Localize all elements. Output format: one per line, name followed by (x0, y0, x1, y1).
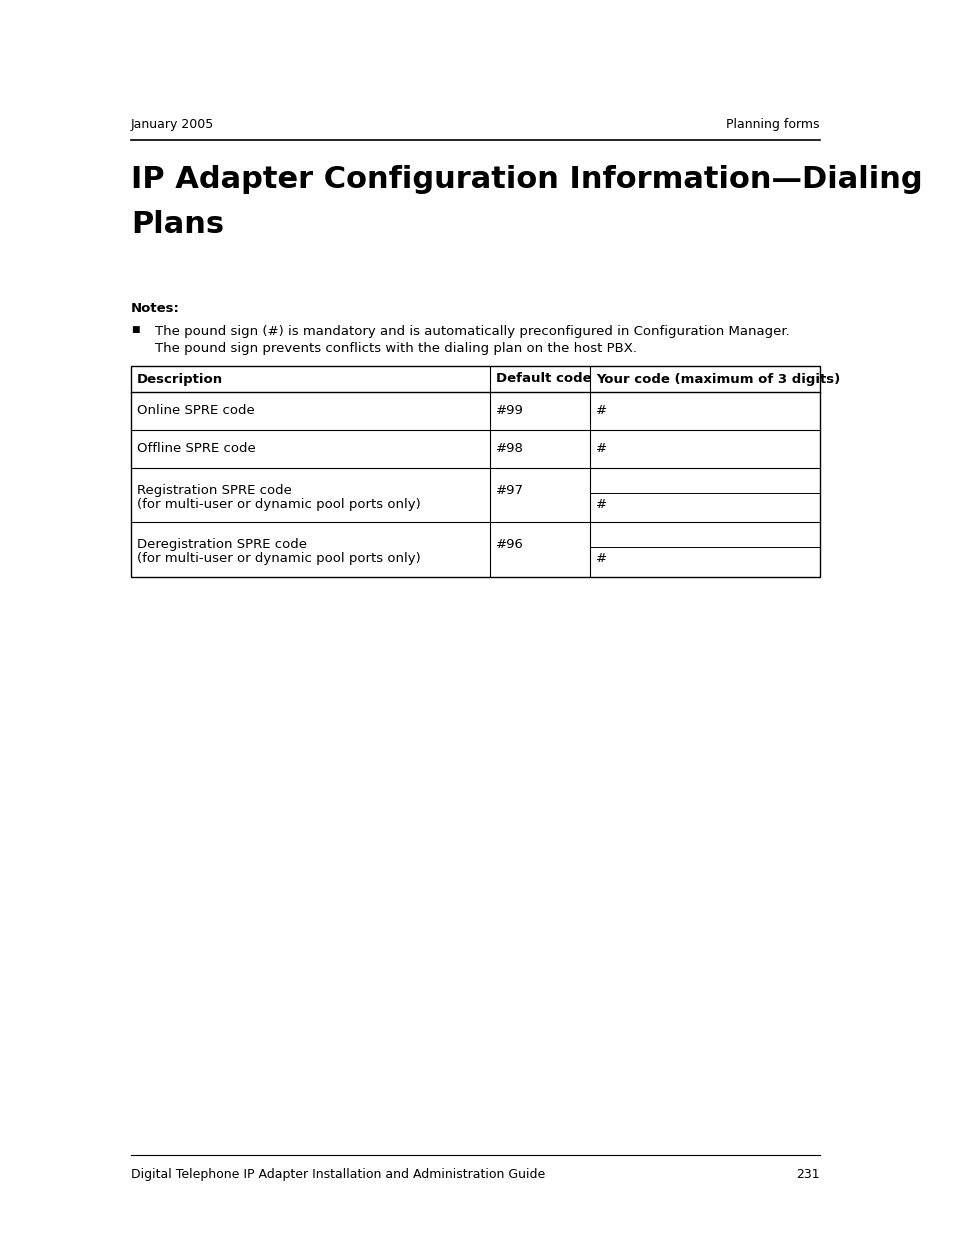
Text: #: # (596, 552, 606, 566)
Text: IP Adapter Configuration Information—Dialing: IP Adapter Configuration Information—Dia… (131, 165, 922, 194)
Text: Digital Telephone IP Adapter Installation and Administration Guide: Digital Telephone IP Adapter Installatio… (131, 1168, 545, 1181)
Text: The pound sign (#) is mandatory and is automatically preconfigured in Configurat: The pound sign (#) is mandatory and is a… (154, 325, 789, 338)
Text: January 2005: January 2005 (131, 119, 214, 131)
Text: #97: #97 (496, 484, 523, 496)
Text: Registration SPRE code: Registration SPRE code (137, 484, 292, 496)
Text: #98: #98 (496, 442, 523, 456)
Text: ■: ■ (131, 325, 139, 333)
Text: (for multi-user or dynamic pool ports only): (for multi-user or dynamic pool ports on… (137, 552, 420, 566)
Text: Planning forms: Planning forms (726, 119, 820, 131)
Text: #: # (596, 498, 606, 511)
Text: Offline SPRE code: Offline SPRE code (137, 442, 255, 456)
Text: Deregistration SPRE code: Deregistration SPRE code (137, 538, 307, 551)
Bar (131, 366, 820, 577)
Text: Default code: Default code (496, 373, 591, 385)
Text: #: # (596, 442, 606, 456)
Text: #96: #96 (496, 538, 523, 551)
Text: Description: Description (137, 373, 223, 385)
Text: (for multi-user or dynamic pool ports only): (for multi-user or dynamic pool ports on… (137, 498, 420, 511)
Text: #99: #99 (496, 405, 523, 417)
Text: The pound sign prevents conflicts with the dialing plan on the host PBX.: The pound sign prevents conflicts with t… (154, 342, 637, 354)
Text: Notes:: Notes: (131, 303, 180, 315)
Text: Plans: Plans (131, 210, 224, 240)
Text: 231: 231 (796, 1168, 820, 1181)
Text: Online SPRE code: Online SPRE code (137, 405, 254, 417)
Text: Your code (maximum of 3 digits): Your code (maximum of 3 digits) (596, 373, 840, 385)
Text: #: # (596, 405, 606, 417)
